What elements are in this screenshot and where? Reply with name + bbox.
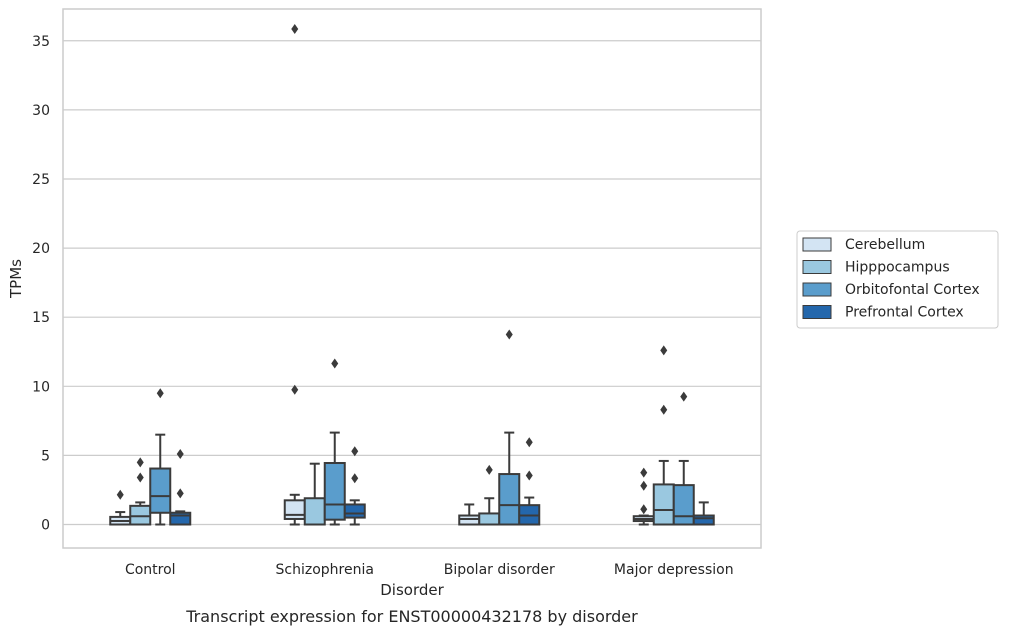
legend-label: Prefrontal Cortex bbox=[845, 305, 964, 321]
iqr-box bbox=[283, 499, 306, 520]
chart-caption: Transcript expression for ENST0000043217… bbox=[185, 607, 638, 626]
iqr-box bbox=[692, 514, 715, 526]
legend-swatch bbox=[802, 237, 832, 252]
outlier-point bbox=[660, 345, 668, 356]
iqr-box bbox=[478, 512, 501, 526]
box-hipppocampus bbox=[303, 462, 326, 526]
plot-area bbox=[109, 24, 715, 526]
iqr-box bbox=[149, 467, 172, 514]
outlier-point bbox=[505, 329, 513, 340]
outlier-point bbox=[680, 391, 688, 402]
box-hipppocampus bbox=[652, 345, 675, 526]
iqr-box bbox=[303, 497, 326, 526]
iqr-box bbox=[652, 483, 675, 526]
iqr-box bbox=[672, 484, 695, 526]
box-orbitofontal-cortex bbox=[498, 329, 521, 526]
legend-swatch bbox=[802, 305, 832, 319]
legend-label: Orbitofontal Cortex bbox=[845, 282, 980, 298]
x-tick-labels: Control Schizophrenia Bipolar disorder Majo… bbox=[125, 562, 734, 578]
box-prefrontal-cortex bbox=[692, 501, 715, 526]
outlier-point bbox=[351, 473, 359, 484]
y-tick-label: 30 bbox=[32, 103, 50, 119]
y-tick-label: 5 bbox=[41, 448, 50, 464]
outlier-point bbox=[640, 467, 648, 478]
legend-label: Hipppocampus bbox=[845, 260, 950, 276]
y-tick-label: 20 bbox=[32, 241, 50, 257]
box-orbitofontal-cortex bbox=[323, 358, 346, 526]
x-tick-label: Bipolar disorder bbox=[444, 562, 555, 578]
outlier-point bbox=[351, 446, 359, 457]
grid-lines bbox=[63, 40, 761, 526]
outlier-point bbox=[176, 488, 184, 499]
outlier-point bbox=[331, 358, 339, 369]
outlier-point bbox=[291, 24, 299, 35]
y-tick-labels: 0 5 10 15 20 25 30 35 bbox=[32, 34, 50, 534]
x-tick-label: Schizophrenia bbox=[276, 562, 374, 578]
y-tick-label: 35 bbox=[32, 34, 50, 50]
box-hipppocampus bbox=[478, 464, 501, 526]
legend-label: Cerebellum bbox=[845, 237, 925, 253]
iqr-box bbox=[129, 504, 152, 526]
outlier-point bbox=[525, 470, 533, 481]
box-hipppocampus bbox=[129, 457, 152, 526]
legend-frame bbox=[796, 230, 999, 329]
outlier-point bbox=[156, 388, 164, 399]
box-cerebellum bbox=[458, 503, 481, 526]
axes-frame bbox=[62, 8, 762, 549]
outlier-point bbox=[116, 489, 124, 500]
outlier-point bbox=[176, 449, 184, 460]
box-prefrontal-cortex bbox=[343, 446, 366, 526]
outlier-point bbox=[640, 504, 648, 515]
box-prefrontal-cortex bbox=[518, 437, 541, 526]
outlier-point bbox=[485, 464, 493, 475]
legend-swatch bbox=[802, 282, 832, 297]
legend-swatch bbox=[802, 260, 832, 274]
box-orbitofontal-cortex bbox=[672, 391, 695, 526]
outlier-point bbox=[291, 384, 299, 395]
y-tick-label: 10 bbox=[32, 379, 50, 395]
y-axis-label: TPMs bbox=[7, 259, 25, 299]
box-cerebellum bbox=[632, 467, 655, 526]
y-tick-label: 15 bbox=[32, 310, 50, 326]
y-tick-label: 25 bbox=[32, 172, 50, 188]
iqr-box bbox=[458, 514, 481, 526]
outlier-point bbox=[136, 457, 144, 468]
x-tick-label: Control bbox=[125, 562, 176, 578]
y-tick-label: 0 bbox=[41, 518, 50, 534]
outlier-point bbox=[525, 437, 533, 448]
box-prefrontal-cortex bbox=[169, 449, 192, 526]
iqr-box bbox=[169, 511, 192, 526]
x-tick-label: Major depression bbox=[614, 562, 734, 578]
outlier-point bbox=[660, 404, 668, 415]
iqr-box bbox=[498, 473, 521, 526]
outlier-point bbox=[640, 480, 648, 491]
outlier-point bbox=[136, 472, 144, 483]
box-cerebellum bbox=[109, 489, 132, 526]
iqr-box bbox=[343, 503, 366, 519]
box-orbitofontal-cortex bbox=[149, 388, 172, 526]
x-axis-label: Disorder bbox=[380, 581, 444, 599]
iqr-box bbox=[323, 462, 346, 521]
legend: Cerebellum Hipppocampus Orbitofontal Corte… bbox=[796, 230, 999, 329]
box-cerebellum bbox=[283, 24, 306, 526]
